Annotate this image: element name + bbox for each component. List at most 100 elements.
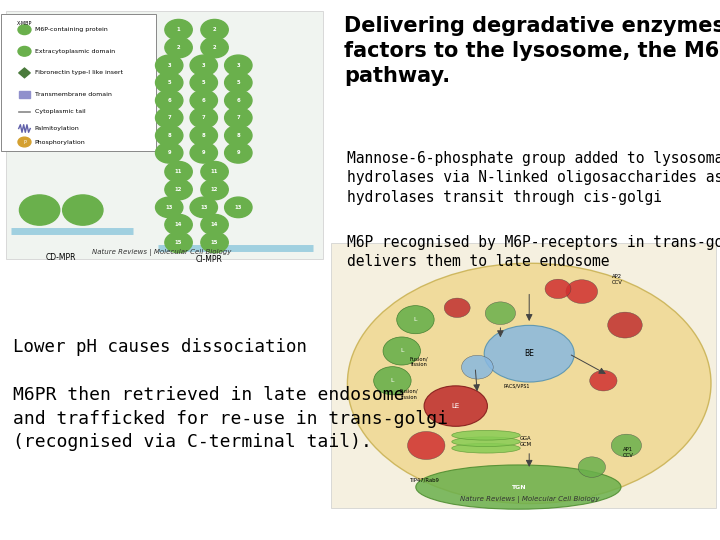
Text: 5: 5 <box>167 80 171 85</box>
Circle shape <box>444 298 470 318</box>
Text: 8: 8 <box>236 133 240 138</box>
Circle shape <box>462 355 493 379</box>
Text: 14: 14 <box>211 222 218 227</box>
Circle shape <box>190 197 217 218</box>
Text: 3: 3 <box>202 63 206 68</box>
Ellipse shape <box>416 465 621 509</box>
Text: 1: 1 <box>176 27 181 32</box>
Text: TGN: TGN <box>511 484 526 490</box>
Text: 11: 11 <box>175 169 182 174</box>
Circle shape <box>190 72 217 93</box>
Text: M6P recognised by M6P-receptors in trans-golgi:
delivers them to late endosome: M6P recognised by M6P-receptors in trans… <box>347 235 720 269</box>
Text: 12: 12 <box>211 187 218 192</box>
Text: Mannose-6-phosphate group added to lysosomal
hydrolases via N-linked oligosaccha: Mannose-6-phosphate group added to lysos… <box>347 151 720 205</box>
Text: 8: 8 <box>202 133 206 138</box>
Text: 9: 9 <box>236 150 240 156</box>
Text: LE: LE <box>451 403 460 409</box>
Text: Fusion/
fission: Fusion/ fission <box>410 356 428 367</box>
Text: Fibronectin type-I like insert: Fibronectin type-I like insert <box>35 70 122 76</box>
Text: 7: 7 <box>202 115 206 120</box>
Circle shape <box>165 232 192 253</box>
Circle shape <box>190 107 217 128</box>
Circle shape <box>156 72 183 93</box>
Circle shape <box>18 137 31 147</box>
Text: 5: 5 <box>202 80 206 85</box>
Circle shape <box>225 143 252 163</box>
Circle shape <box>225 72 252 93</box>
Circle shape <box>165 179 192 200</box>
Circle shape <box>190 55 217 76</box>
Circle shape <box>608 312 642 338</box>
Text: 9: 9 <box>167 150 171 156</box>
Circle shape <box>201 19 228 40</box>
Circle shape <box>225 197 252 218</box>
Text: 12: 12 <box>175 187 182 192</box>
Text: GGA
GCM: GGA GCM <box>520 436 531 447</box>
Circle shape <box>201 179 228 200</box>
Text: 6: 6 <box>202 98 206 103</box>
Bar <box>19 91 30 98</box>
Text: AP1
CCV: AP1 CCV <box>622 447 634 458</box>
Text: 3: 3 <box>167 63 171 68</box>
Text: CD-MPR: CD-MPR <box>46 253 76 262</box>
Text: 13: 13 <box>166 205 173 210</box>
FancyBboxPatch shape <box>1 14 156 151</box>
Circle shape <box>165 161 192 182</box>
Ellipse shape <box>452 437 521 447</box>
Circle shape <box>190 90 217 111</box>
Text: X-MBP: X-MBP <box>17 22 32 26</box>
Text: L: L <box>400 348 403 354</box>
Circle shape <box>397 306 434 334</box>
Circle shape <box>201 232 228 253</box>
Text: Phosphorylation: Phosphorylation <box>35 139 85 145</box>
Circle shape <box>566 280 598 303</box>
Text: Fusion/
fission: Fusion/ fission <box>400 389 418 400</box>
Text: 2: 2 <box>212 45 217 50</box>
Ellipse shape <box>452 430 521 440</box>
Text: Extracytoplasmic domain: Extracytoplasmic domain <box>35 49 114 54</box>
Text: 9: 9 <box>202 150 206 156</box>
Circle shape <box>225 90 252 111</box>
Circle shape <box>201 37 228 58</box>
Circle shape <box>165 37 192 58</box>
Circle shape <box>165 214 192 235</box>
Text: TIP47/Rab9: TIP47/Rab9 <box>410 477 440 482</box>
Circle shape <box>408 431 445 460</box>
Circle shape <box>383 337 420 365</box>
Text: 14: 14 <box>175 222 182 227</box>
Text: CI-MPR: CI-MPR <box>195 255 222 264</box>
Text: 8: 8 <box>167 133 171 138</box>
FancyBboxPatch shape <box>331 243 716 508</box>
Text: M6P-containing protein: M6P-containing protein <box>35 27 107 32</box>
Text: M6PR then retrieved in late endosome
and trafficked for re-use in trans-golgi
(r: M6PR then retrieved in late endosome and… <box>13 386 448 451</box>
Text: PACS/VPS1: PACS/VPS1 <box>504 383 530 389</box>
Circle shape <box>201 214 228 235</box>
Circle shape <box>225 107 252 128</box>
Text: Nature Reviews | Molecular Cell Biology: Nature Reviews | Molecular Cell Biology <box>92 249 232 256</box>
Ellipse shape <box>424 386 487 427</box>
Circle shape <box>18 25 31 35</box>
Circle shape <box>225 125 252 146</box>
Circle shape <box>225 55 252 76</box>
Circle shape <box>190 143 217 163</box>
Ellipse shape <box>348 263 711 503</box>
Circle shape <box>165 19 192 40</box>
Text: Cytoplasmic tail: Cytoplasmic tail <box>35 109 85 114</box>
Ellipse shape <box>485 325 575 382</box>
Text: 7: 7 <box>236 115 240 120</box>
Text: 13: 13 <box>235 205 242 210</box>
Text: 7: 7 <box>167 115 171 120</box>
Text: 5: 5 <box>236 80 240 85</box>
Text: L: L <box>391 378 394 383</box>
Circle shape <box>578 457 606 477</box>
Text: 3: 3 <box>236 63 240 68</box>
Text: 15: 15 <box>211 240 218 245</box>
Circle shape <box>590 370 617 391</box>
Text: Palmitoylation: Palmitoylation <box>35 126 79 131</box>
Circle shape <box>19 195 60 225</box>
Circle shape <box>156 107 183 128</box>
Circle shape <box>374 367 411 395</box>
FancyBboxPatch shape <box>6 11 323 259</box>
Text: 15: 15 <box>175 240 182 245</box>
Circle shape <box>156 197 183 218</box>
